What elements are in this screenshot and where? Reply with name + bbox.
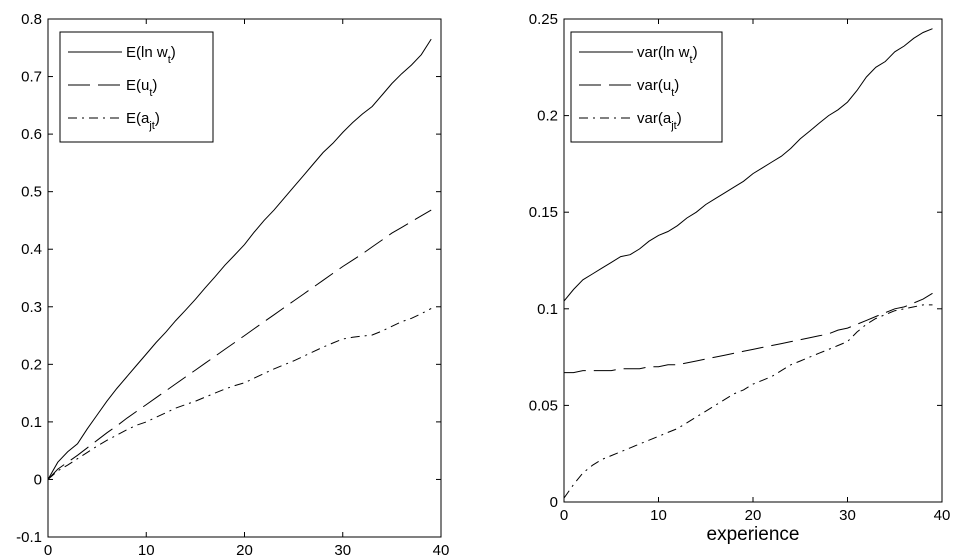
legend-label-subscript: jt (148, 120, 155, 132)
legend-label-end: ) (171, 44, 176, 61)
legend-label-main: E(ln w (126, 44, 168, 61)
y-tick-label: 0 (34, 471, 42, 488)
legend-label-end: ) (674, 77, 679, 94)
x-tick-label: 0 (560, 507, 568, 524)
legend-label: E(ut) (126, 77, 157, 99)
legend-label: var(ln wt) (637, 44, 698, 66)
x-tick-label: 0 (44, 542, 52, 559)
y-tick-label: 0.2 (537, 108, 558, 125)
legend-box (59, 31, 214, 143)
y-tick-label: 0.8 (21, 11, 42, 28)
legend-label-end: ) (677, 110, 682, 127)
x-axis-title: experience (707, 524, 800, 545)
y-tick-label: 0.4 (21, 241, 42, 258)
legend-label-end: ) (693, 44, 698, 61)
series-line-3 (563, 304, 933, 499)
y-tick-label: -0.1 (16, 529, 42, 546)
legend-label: var(ut) (637, 77, 679, 99)
y-tick-label: 0 (550, 494, 558, 511)
legend-label-main: var(u (637, 77, 671, 94)
x-tick-label: 40 (433, 542, 450, 559)
x-tick-label: 20 (236, 542, 253, 559)
legend-label-main: E(u (126, 77, 149, 94)
y-tick-label: 0.05 (529, 397, 558, 414)
legend-label: var(ajt) (637, 110, 682, 132)
x-tick-label: 10 (138, 542, 155, 559)
y-tick-label: 0.25 (529, 11, 558, 28)
legend-box (570, 31, 723, 143)
legend-label-main: var(a (637, 110, 672, 127)
legend-label-subscript: t (168, 54, 171, 66)
legend-label: E(ln wt) (126, 44, 176, 66)
x-tick-label: 30 (839, 507, 856, 524)
series-line-1 (47, 38, 432, 480)
legend-label-end: ) (155, 110, 160, 127)
y-tick-label: 0.1 (537, 301, 558, 318)
y-tick-label: 0.7 (21, 69, 42, 86)
y-tick-label: 0.5 (21, 184, 42, 201)
x-tick-label: 20 (745, 507, 762, 524)
legend-label-main: E(a (126, 110, 150, 127)
legend-label-subscript: t (149, 87, 152, 99)
legend-label-subscript: t (690, 54, 693, 66)
legend-label-subscript: jt (670, 120, 677, 132)
legend-label: E(ajt) (126, 110, 160, 132)
chart-panel-2: 0 10 20 30 40 0 0.05 0.1 0.15 0.2 0.25 experience va… (529, 11, 951, 545)
legend-label-main: var(ln w (637, 44, 690, 61)
y-tick-label: 0.15 (529, 204, 558, 221)
x-tick-label: 40 (934, 507, 951, 524)
y-tick-label: 0.1 (21, 414, 42, 431)
chart-panel-1: 010203040-0.100.10.20.30.40.50.60.70.8ex… (16, 11, 449, 560)
legend-label-subscript: t (671, 87, 674, 99)
y-tick-label: 0.3 (21, 299, 42, 316)
series-line-2 (47, 209, 432, 480)
series-line-1 (563, 28, 933, 302)
legend-label-end: ) (152, 77, 157, 94)
series-line-3 (47, 308, 432, 480)
series-line-2 (564, 292, 933, 374)
legend: E(ln wt)E(ut)E(ajt) (59, 31, 214, 143)
x-tick-label: 30 (334, 542, 351, 559)
x-tick-label: 10 (650, 507, 667, 524)
y-tick-label: 0.2 (21, 356, 42, 373)
legend: var(ln wt)var(ut)var(ajt) (570, 31, 723, 143)
y-tick-label: 0.6 (21, 126, 42, 143)
